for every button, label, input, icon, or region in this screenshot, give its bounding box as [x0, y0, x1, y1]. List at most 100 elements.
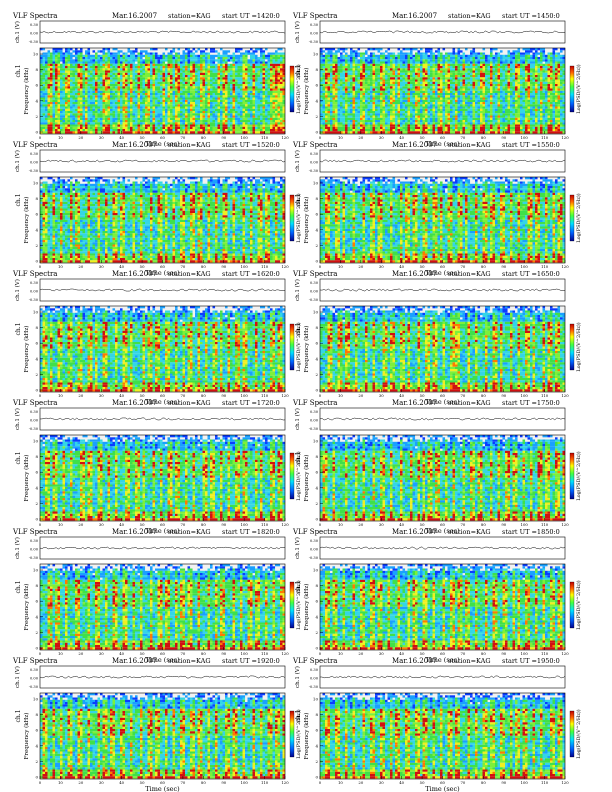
y-tick-label: 6	[35, 728, 38, 733]
x-tick-label: 100	[521, 651, 529, 656]
x-tick-label: 20	[358, 651, 363, 656]
panel-title: VLF Spectra	[292, 12, 337, 20]
x-tick-label: 0	[319, 264, 322, 269]
x-tick-label: 100	[521, 393, 529, 398]
y-tick-label: 6	[35, 470, 38, 475]
waveform-tick-label: 0.00	[310, 419, 319, 423]
y-tick-label: 2	[35, 501, 38, 506]
waveform-frame	[320, 21, 565, 43]
x-tick-label: 120	[281, 780, 289, 785]
waveform-tick-label: 0.00	[310, 161, 319, 165]
panel-station: station=KAG	[168, 528, 211, 536]
waveform-tick-label: 0.30	[310, 152, 319, 156]
x-tick-label: 40	[119, 264, 124, 269]
x-tick-label: 30	[99, 522, 104, 527]
colorbar	[570, 711, 574, 757]
y-tick-label: 6	[315, 212, 318, 217]
y-tick-label: 8	[315, 712, 318, 717]
colorbar	[290, 453, 294, 499]
x-tick-label: 20	[358, 522, 363, 527]
y-tick-label: 10	[33, 697, 39, 702]
x-tick-label: 70	[180, 393, 185, 398]
y-tick-label: 2	[315, 372, 318, 377]
waveform-tick-label: 0.30	[310, 668, 319, 672]
x-tick-label: 10	[338, 522, 343, 527]
x-tick-label: 100	[521, 780, 529, 785]
y-tick-label: 10	[313, 310, 319, 315]
y-tick-label: 4	[315, 614, 318, 619]
y-tick-label: 6	[315, 728, 318, 733]
waveform-tick-label: -0.30	[309, 40, 319, 44]
waveform-frame	[40, 150, 285, 172]
y-tick-label: 8	[315, 454, 318, 459]
x-tick-label: 100	[521, 522, 529, 527]
x-tick-label: 10	[338, 393, 343, 398]
x-tick-label: 10	[58, 393, 63, 398]
panel-date: Mar.16.2007	[392, 399, 437, 407]
x-tick-label: 40	[119, 651, 124, 656]
x-tick-label: 40	[399, 135, 404, 140]
x-tick-label: 110	[261, 135, 269, 140]
y-tick-label: 0	[315, 388, 318, 393]
panel-station: station=KAG	[168, 270, 211, 278]
y-tick-label: 0	[35, 517, 38, 522]
x-tick-label: 70	[460, 393, 465, 398]
x-tick-label: 0	[39, 780, 42, 785]
x-tick-label: 40	[119, 135, 124, 140]
panel-date: Mar.16.2007	[392, 141, 437, 149]
x-tick-label: 110	[541, 393, 549, 398]
y-tick-label: 2	[315, 759, 318, 764]
x-tick-label: 120	[281, 651, 289, 656]
waveform-frame	[320, 408, 565, 430]
x-tick-label: 110	[261, 522, 269, 527]
channel-label: ch.1	[295, 581, 302, 594]
y-tick-label: 8	[35, 67, 38, 72]
x-tick-label: 120	[281, 393, 289, 398]
x-tick-label: 40	[399, 393, 404, 398]
waveform-tick-label: 0.00	[310, 290, 319, 294]
panel-title: VLF Spectra	[292, 270, 337, 278]
panel-start-time: start UT =1820:0	[222, 528, 280, 536]
channel-label: ch.1	[15, 452, 22, 465]
x-tick-label: 110	[541, 264, 549, 269]
y-tick-label: 2	[35, 372, 38, 377]
panel-date: Mar.16.2007	[112, 528, 157, 536]
x-tick-label: 50	[420, 393, 425, 398]
x-tick-label: 80	[481, 135, 486, 140]
channel-label: ch.1	[295, 65, 302, 78]
y-tick-label: 4	[315, 227, 318, 232]
spectrogram-panel: VLF Spectra Mar.16.2007 station=KAG start U…	[12, 657, 302, 792]
x-tick-label: 90	[221, 651, 226, 656]
y-tick-label: 6	[35, 212, 38, 217]
x-tick-label: 0	[319, 780, 322, 785]
y-tick-label: 0	[315, 646, 318, 651]
panel-start-time: start UT =1520:0	[222, 141, 280, 149]
y-tick-label: 0	[35, 388, 38, 393]
y-tick-label: 6	[315, 83, 318, 88]
panel-start-time: start UT =1920:0	[222, 657, 280, 665]
y-axis-label: Frequency (kHz)	[23, 326, 30, 373]
spectrogram-panel: VLF Spectra Mar.16.2007 station=KAG start U…	[292, 657, 582, 792]
y-tick-label: 8	[315, 325, 318, 330]
spectrogram-panel: VLF Spectra Mar.16.2007 station=KAG start U…	[12, 528, 302, 664]
panel-date: Mar.16.2007	[112, 12, 157, 20]
x-tick-label: 80	[481, 651, 486, 656]
x-tick-label: 0	[39, 393, 42, 398]
colorbar	[290, 711, 294, 757]
x-tick-label: 70	[180, 780, 185, 785]
x-tick-label: 0	[39, 135, 42, 140]
panel-station: station=KAG	[448, 528, 491, 536]
panel-title: VLF Spectra	[12, 270, 57, 278]
x-tick-label: 10	[58, 522, 63, 527]
y-axis-label: Frequency (kHz)	[303, 455, 310, 502]
panel-start-time: start UT =1850:0	[502, 528, 560, 536]
x-tick-label: 40	[399, 780, 404, 785]
x-tick-label: 20	[78, 264, 83, 269]
x-tick-label: 50	[140, 780, 145, 785]
x-tick-label: 0	[319, 135, 322, 140]
y-axis-label: Frequency (kHz)	[23, 68, 30, 115]
x-tick-label: 30	[379, 651, 384, 656]
x-tick-label: 90	[221, 522, 226, 527]
x-tick-label: 90	[501, 135, 506, 140]
y-tick-label: 10	[33, 568, 39, 573]
